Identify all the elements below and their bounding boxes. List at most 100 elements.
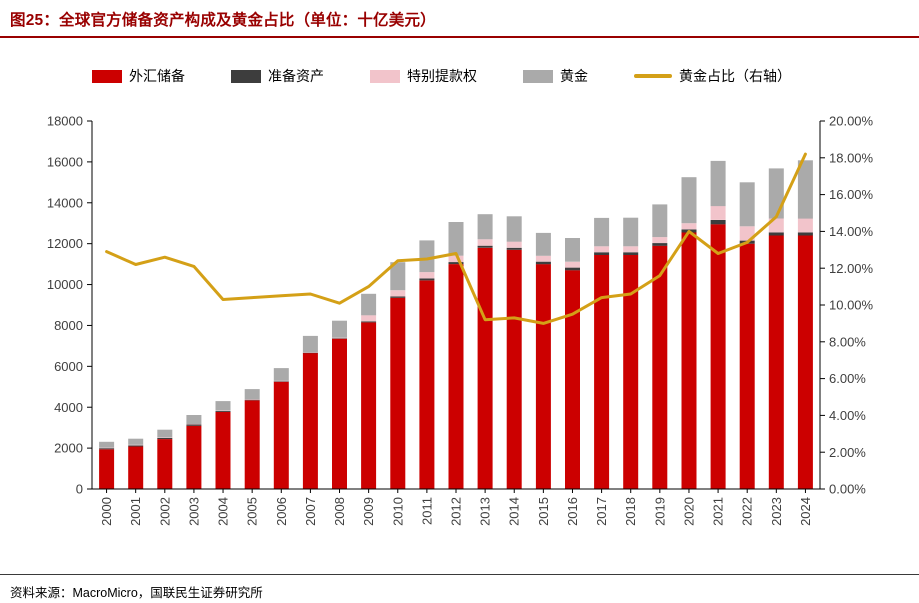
bar-segment-gold xyxy=(477,214,493,240)
x-axis-tick-label: 2002 xyxy=(157,497,172,526)
x-axis-tick-label: 2008 xyxy=(332,497,347,526)
source-text: 资料来源：MacroMicro，国联民生证券研究所 xyxy=(10,586,263,600)
bar-segment-fx xyxy=(99,449,115,489)
legend-color-swatch xyxy=(231,69,261,83)
gold-share-line xyxy=(105,152,807,325)
bar-segment-gold xyxy=(710,160,726,207)
legend-item: 黄金 xyxy=(523,66,588,86)
bar-segment-sdr xyxy=(797,218,813,233)
bar-segment-sdr xyxy=(361,315,377,322)
bar-segment-gold xyxy=(215,401,231,411)
x-axis-tick-label: 2015 xyxy=(536,497,551,526)
x-axis-tick-label: 2006 xyxy=(274,497,289,526)
x-axis-tick-label: 2014 xyxy=(507,497,522,526)
left-axis-tick-label: 2000 xyxy=(54,441,83,456)
bar-segment-rp xyxy=(594,252,610,255)
x-axis-tick-label: 2013 xyxy=(478,497,493,526)
bar-segment-rp xyxy=(244,399,260,401)
figure-header: 图25：全球官方储备资产构成及黄金占比（单位：十亿美元） xyxy=(0,0,919,38)
bar-segment-rp xyxy=(419,278,435,281)
bar-segment-fx xyxy=(128,446,144,489)
right-axis-tick-label: 0.00% xyxy=(829,482,866,497)
bar-segment-rp xyxy=(273,381,289,382)
legend-label: 外汇储备 xyxy=(129,68,185,84)
bar-segment-rp xyxy=(157,437,173,440)
legend-item: 外汇储备 xyxy=(92,66,185,86)
x-axis-tick-label: 2019 xyxy=(652,497,667,526)
bar-segment-gold xyxy=(302,335,318,353)
bar-segment-rp xyxy=(797,232,813,236)
bar-segment-gold xyxy=(332,320,347,338)
x-axis-tick-label: 2012 xyxy=(449,497,464,526)
left-axis-tick-label: 14000 xyxy=(47,195,83,210)
right-axis-tick-label: 8.00% xyxy=(829,334,866,349)
bar-segment-gold xyxy=(273,368,289,381)
bar-segment-rp xyxy=(361,321,377,323)
legend-color-swatch xyxy=(370,69,400,83)
bar-segment-sdr xyxy=(739,226,755,241)
bar-segment-rp xyxy=(215,410,231,412)
bar-segment-sdr xyxy=(99,447,115,449)
x-axis-tick-label: 2021 xyxy=(711,497,726,526)
legend-item: 准备资产 xyxy=(231,66,324,86)
bar-segment-gold xyxy=(652,204,668,238)
legend-label: 特别提款权 xyxy=(407,68,477,84)
right-axis-tick-label: 10.00% xyxy=(829,298,874,313)
right-axis-tick-label: 4.00% xyxy=(829,408,866,423)
legend-label: 黄金占比（右轴） xyxy=(679,68,791,84)
figure-footer: 资料来源：MacroMicro，国联民生证券研究所 xyxy=(0,574,919,601)
left-axis-tick-label: 10000 xyxy=(47,277,83,292)
left-axis-tick-label: 18000 xyxy=(47,114,83,129)
bar-segment-fx xyxy=(332,338,347,489)
bar-segment-sdr xyxy=(186,424,202,425)
bar-segment-fx xyxy=(681,232,697,489)
bar-segment-fx xyxy=(157,439,173,489)
bar-segment-rp xyxy=(652,243,668,246)
bar-segment-rp xyxy=(623,252,639,255)
x-axis-tick-label: 2016 xyxy=(565,497,580,526)
bar-segment-sdr xyxy=(273,380,289,382)
x-axis-tick-label: 2022 xyxy=(740,497,755,526)
bar-segment-fx xyxy=(506,249,522,489)
left-axis-tick-label: 8000 xyxy=(54,318,83,333)
bar-segment-sdr xyxy=(419,272,435,279)
bar-segment-fx xyxy=(448,264,464,489)
bar-segment-sdr xyxy=(302,352,318,353)
bar-segment-fx xyxy=(390,297,406,489)
bar-segment-gold xyxy=(565,238,580,262)
bar-segment-rp xyxy=(390,296,406,298)
right-axis-tick-label: 6.00% xyxy=(829,371,866,386)
bar-segment-fx xyxy=(302,353,318,489)
bar-segment-sdr xyxy=(477,239,493,246)
x-axis-tick-label: 2001 xyxy=(128,497,143,526)
bar-segment-sdr xyxy=(652,237,668,243)
bar-segment-gold xyxy=(157,429,173,438)
bar-segment-sdr xyxy=(448,255,464,262)
bar-segment-fx xyxy=(768,235,784,489)
bar-segment-gold xyxy=(797,160,813,219)
bar-segment-gold xyxy=(419,240,435,273)
bar-segment-fx xyxy=(186,425,202,489)
bar-segment-gold xyxy=(535,232,551,256)
right-axis-tick-label: 2.00% xyxy=(829,445,866,460)
x-axis-tick-label: 2020 xyxy=(682,497,697,526)
x-axis-tick-label: 2000 xyxy=(99,497,114,526)
bar-segment-gold xyxy=(186,415,202,424)
chart-plot: 0 2000 4000 6000 8000 10000 12000 14000 16000 180… xyxy=(47,114,874,526)
x-axis-tick-label: 2010 xyxy=(390,497,405,526)
bar-segment-rp xyxy=(565,267,580,271)
legend-label: 黄金 xyxy=(560,68,588,84)
legend-item: 特别提款权 xyxy=(370,66,477,86)
right-axis-tick-label: 14.00% xyxy=(829,224,874,239)
bar-segment-gold xyxy=(361,293,377,316)
bar-segment-fx xyxy=(215,411,231,489)
bar-segment-sdr xyxy=(157,437,173,438)
right-axis-tick-label: 18.00% xyxy=(829,150,874,165)
bar-segment-sdr xyxy=(565,261,580,268)
bar-segment-gold xyxy=(390,262,406,291)
right-axis-tick-label: 20.00% xyxy=(829,114,874,129)
x-axis-tick-label: 2009 xyxy=(361,497,376,526)
bar-segment-sdr xyxy=(244,399,260,400)
bar-segment-rp xyxy=(768,232,784,236)
